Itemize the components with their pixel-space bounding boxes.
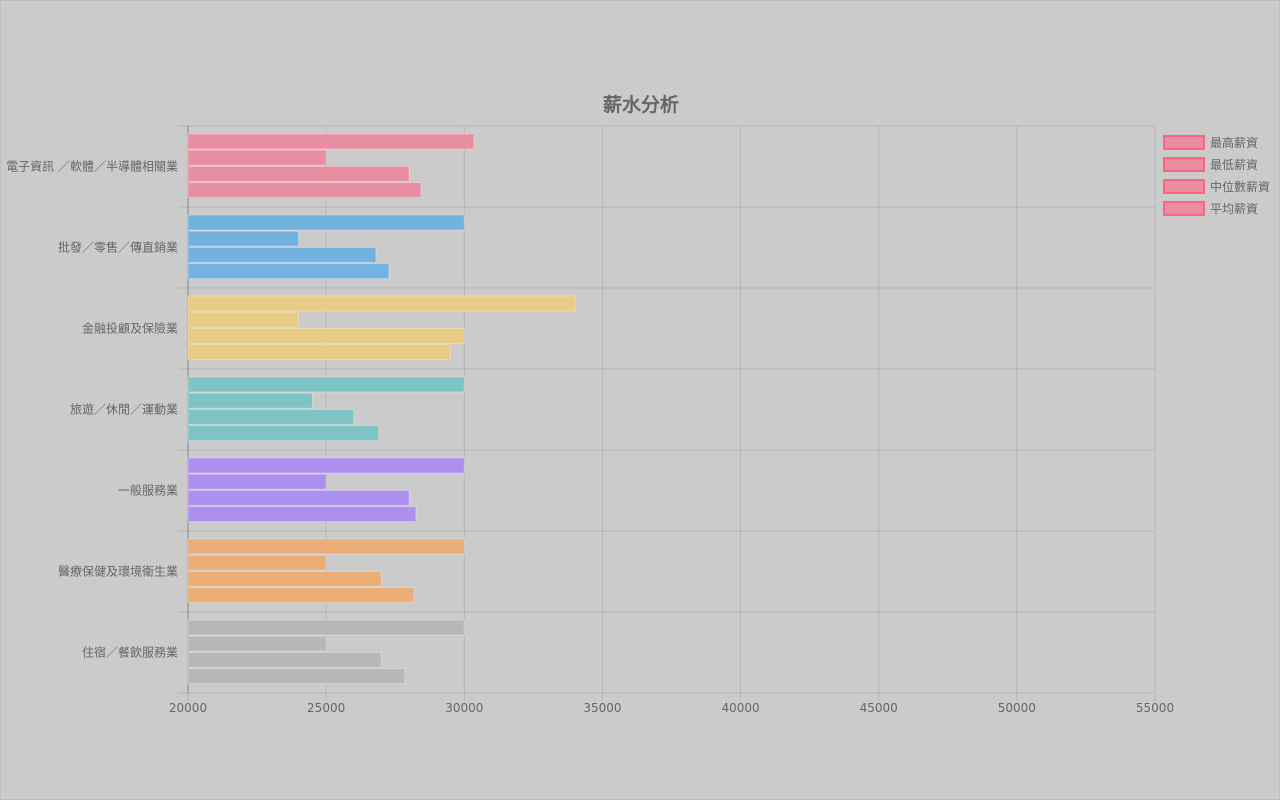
legend-item[interactable]: 最低薪資: [1163, 153, 1270, 175]
bar-chart: 20000 25000 30000 35000 40000 45000 50000 55000…: [0, 0, 1280, 800]
legend-swatch: [1163, 157, 1205, 172]
bar-3: [188, 166, 409, 181]
legend-swatch: [1163, 201, 1205, 216]
x-tick-label: 50000: [998, 701, 1036, 715]
bar-3: [188, 490, 409, 505]
y-tick-label: 金融投顧及保險業: [82, 321, 178, 336]
bar-2: [188, 312, 299, 327]
bar-2: [188, 231, 299, 246]
legend-label: 最低薪資: [1210, 156, 1258, 173]
legend-swatch: [1163, 135, 1205, 150]
bar-1: [188, 134, 474, 149]
legend-label: 最高薪資: [1210, 134, 1258, 151]
bar-4: [188, 426, 379, 441]
x-tick-label: 20000: [169, 701, 207, 715]
bar-4: [188, 345, 450, 360]
y-tick-label: 旅遊／休閒／運動業: [70, 402, 178, 417]
y-tick-label: 醫療保健及環境衛生業: [58, 564, 178, 579]
bar-3: [188, 409, 354, 424]
bar-1: [188, 539, 464, 554]
y-tick-label: 一般服務業: [118, 483, 178, 498]
bar-2: [188, 474, 326, 489]
bar-4: [188, 183, 421, 198]
legend-item[interactable]: 最高薪資: [1163, 131, 1270, 153]
bar-3: [188, 247, 376, 262]
legend-item[interactable]: 平均薪資: [1163, 197, 1270, 219]
x-tick-label: 55000: [1136, 701, 1174, 715]
x-tick-label: 45000: [860, 701, 898, 715]
bar-1: [188, 377, 464, 392]
bar-1: [188, 215, 464, 230]
x-tick-label: 35000: [583, 701, 621, 715]
bar-4: [188, 669, 405, 684]
y-tick-label: 電子資訊 ／軟體／半導體相關業: [6, 159, 178, 174]
x-tick-label: 30000: [445, 701, 483, 715]
bar-1: [188, 296, 575, 311]
x-tick-label: 25000: [307, 701, 345, 715]
bar-1: [188, 458, 464, 473]
x-tick-label: 40000: [721, 701, 759, 715]
bar-2: [188, 150, 326, 165]
legend-label: 中位數薪資: [1210, 178, 1270, 195]
bar-3: [188, 652, 381, 667]
legend-swatch: [1163, 179, 1205, 194]
legend-label: 平均薪資: [1210, 200, 1258, 217]
y-tick-label: 住宿／餐飲服務業: [82, 645, 178, 660]
bar-2: [188, 636, 326, 651]
y-tick-label: 批發／零售／傳直銷業: [58, 240, 178, 255]
bar-4: [188, 588, 414, 603]
bar-2: [188, 555, 326, 570]
legend: 最高薪資 最低薪資 中位數薪資 平均薪資: [1163, 131, 1270, 219]
bar-4: [188, 507, 416, 522]
bar-2: [188, 393, 312, 408]
legend-item[interactable]: 中位數薪資: [1163, 175, 1270, 197]
bar-1: [188, 620, 464, 635]
bar-4: [188, 264, 389, 279]
bar-3: [188, 328, 464, 343]
bar-3: [188, 571, 381, 586]
